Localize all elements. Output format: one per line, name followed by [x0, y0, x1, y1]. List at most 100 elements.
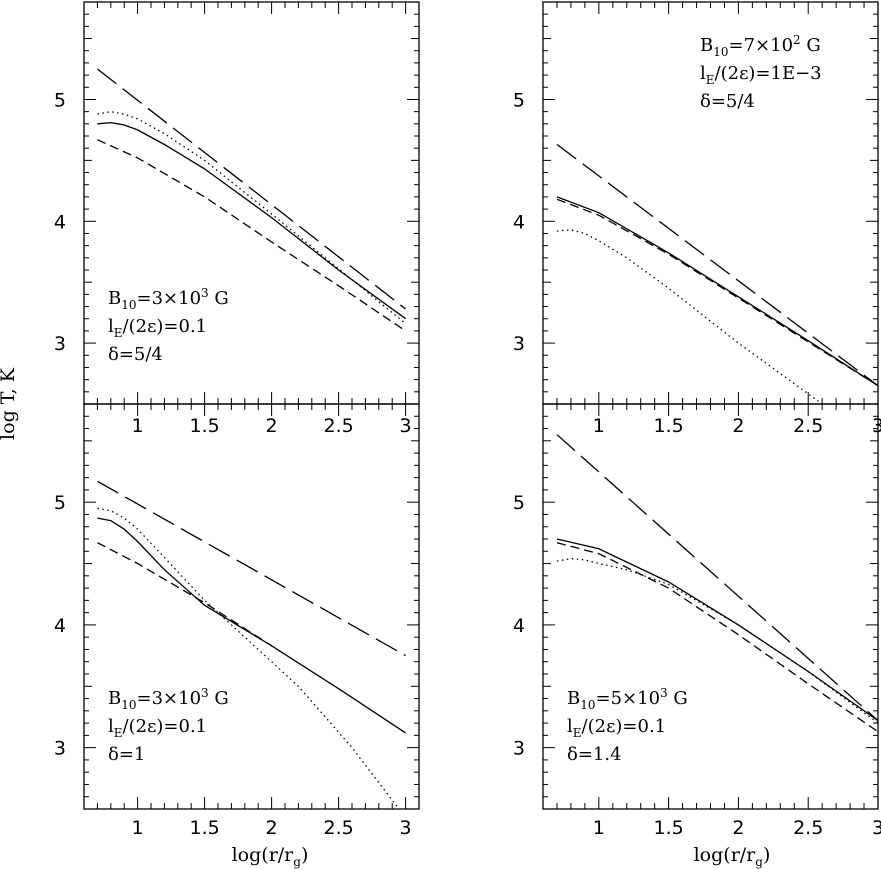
- curve-dotted: [556, 229, 823, 404]
- x-axis-label-left: log(r/rg): [232, 844, 309, 869]
- x-axis-label-text: log(r/rg): [232, 844, 309, 869]
- x-tick-label: 2: [266, 817, 278, 839]
- x-tick-label: 1: [132, 415, 144, 437]
- curve-solid: [556, 538, 878, 722]
- annotation-part: B: [108, 688, 121, 709]
- y-axis-label: log T, K: [0, 367, 19, 440]
- x-axis-label-part: g: [755, 855, 763, 869]
- curves: [97, 68, 407, 332]
- annotation-field: B10=3×103 G: [108, 686, 229, 712]
- annotation-field: B10=7×102 G: [700, 33, 821, 59]
- annotation-delta: δ=1.4: [567, 744, 622, 765]
- annotation-part: G: [209, 688, 229, 709]
- annotation-part: l: [700, 63, 706, 84]
- annotation-part: E: [114, 726, 123, 740]
- curve-short-dash: [556, 542, 878, 733]
- x-tick-label: 2: [266, 415, 278, 437]
- annotation-part: G: [209, 288, 229, 309]
- annotation-part: /(2ε)=0.1: [123, 316, 208, 337]
- curve-solid: [97, 121, 406, 320]
- curve-dotted: [97, 507, 400, 809]
- annotation-part: δ=1.4: [567, 744, 622, 765]
- annotation-part: E: [114, 326, 123, 340]
- y-tick-label: 3: [513, 738, 525, 760]
- annotation-delta: δ=5/4: [108, 344, 163, 365]
- x-axis-label-part: ): [763, 844, 770, 866]
- annotation-part: l: [108, 316, 114, 337]
- annotation-part: /(2ε)=1E−3: [715, 63, 822, 84]
- curve-solid: [556, 196, 878, 387]
- y-tick-label: 5: [513, 492, 525, 514]
- curve-long-dash: [97, 68, 406, 310]
- y-tick-label: 5: [54, 492, 66, 514]
- y-tick-label: 4: [513, 211, 525, 233]
- y-tick-label: 3: [54, 738, 66, 760]
- annotation-part: 2: [793, 33, 801, 47]
- annotation-part: B: [567, 688, 580, 709]
- y-tick-label: 4: [54, 211, 66, 233]
- annotation-part: 3: [201, 286, 209, 300]
- panel-frame: [83, 403, 420, 810]
- curve-short-dash: [97, 139, 406, 332]
- x-tick-label: 1: [132, 817, 144, 839]
- curve-short-dash: [97, 542, 272, 647]
- curves: [556, 434, 878, 733]
- annotation-part: /(2ε)=0.1: [123, 716, 208, 737]
- y-tick-label: 3: [513, 333, 525, 355]
- x-tick-label: 3: [400, 817, 412, 839]
- x-tick-label: 2.5: [323, 817, 353, 839]
- curve-short-dash: [556, 198, 878, 387]
- curve-dotted: [556, 557, 878, 724]
- y-tick-label: 3: [54, 333, 66, 355]
- x-tick-label: 3: [400, 415, 412, 437]
- x-tick-label: 2.5: [323, 415, 353, 437]
- annotation-part: 10: [580, 698, 595, 712]
- annotation-ratio: lE/(2ε)=0.1: [108, 716, 207, 740]
- annotation-part: l: [108, 716, 114, 737]
- x-tick-label: 2: [732, 817, 744, 839]
- x-tick-label: 3: [872, 817, 881, 839]
- annotation-part: /(2ε)=0.1: [582, 716, 667, 737]
- annotation-part: =5×10: [596, 688, 661, 709]
- annotation-part: 10: [713, 45, 728, 59]
- curve-solid: [97, 517, 406, 734]
- x-axis-label-text: log(r/rg): [694, 844, 771, 869]
- curves: [556, 143, 878, 404]
- annotation-part: δ=5/4: [700, 91, 755, 112]
- y-tick-label: 5: [54, 89, 66, 111]
- annotation-ratio: lE/(2ε)=0.1: [567, 716, 666, 740]
- annotation-part: 3: [201, 686, 209, 700]
- annotation-part: δ=5/4: [108, 344, 163, 365]
- x-axis-label-part: g: [293, 855, 301, 869]
- annotation-part: l: [567, 716, 573, 737]
- annotation-part: 3: [660, 686, 668, 700]
- panel-frame: [542, 1, 879, 405]
- annotation-part: B: [700, 35, 713, 56]
- annotation-part: =7×10: [729, 35, 794, 56]
- annotation-delta: δ=5/4: [700, 91, 755, 112]
- x-tick-label: 3: [872, 415, 881, 437]
- y-tick-label: 4: [54, 615, 66, 637]
- x-axis-label-part: log(r/r: [232, 844, 295, 866]
- annotation-part: E: [573, 726, 582, 740]
- curves: [97, 480, 406, 809]
- annotation-part: δ=1: [108, 744, 145, 765]
- x-tick-label: 1.5: [189, 415, 219, 437]
- x-axis-label-right: log(r/rg): [694, 844, 771, 869]
- annotation-part: =3×10: [137, 688, 202, 709]
- y-tick-label: 4: [513, 615, 525, 637]
- curve-long-dash: [556, 434, 878, 722]
- x-tick-label: 2: [732, 415, 744, 437]
- curve-long-dash: [556, 143, 878, 387]
- x-tick-label: 2.5: [793, 415, 823, 437]
- annotation-part: =3×10: [137, 288, 202, 309]
- x-axis-label-part: log(r/r: [694, 844, 757, 866]
- x-tick-label: 2.5: [793, 817, 823, 839]
- annotation-ratio: lE/(2ε)=1E−3: [700, 63, 822, 87]
- annotation-part: E: [706, 73, 715, 87]
